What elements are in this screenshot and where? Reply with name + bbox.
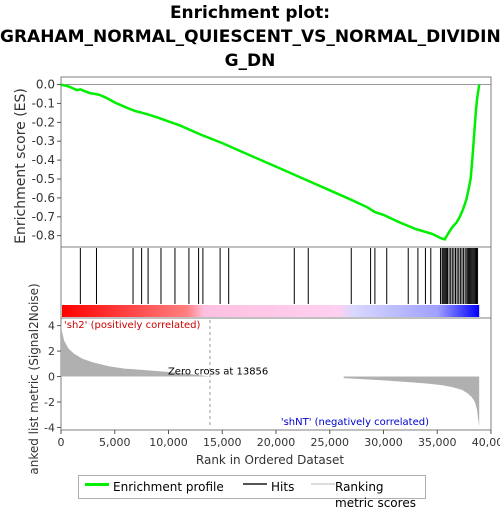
legend-enrichment-swatch [85, 483, 109, 486]
es-y-tick-label: 0.0 [36, 78, 55, 92]
x-tick-label: 0 [58, 436, 65, 449]
legend-hits-swatch [243, 483, 267, 485]
legend-hits-label: Hits [271, 480, 295, 494]
hits-panel [60, 246, 492, 319]
metric-y-tick-label: -2 [44, 396, 55, 409]
es-y-tick-label: -0.5 [32, 172, 55, 186]
es-y-tick-label: -0.2 [32, 115, 55, 129]
es-y-tick-label: -0.7 [32, 210, 55, 224]
es-y-tick-label: -0.6 [32, 191, 55, 205]
metric-y-tick-label: 4 [48, 320, 55, 333]
x-tick-label: 20,000 [257, 436, 296, 449]
es-y-tick-label: -0.1 [32, 96, 55, 110]
x-tick-label: 25,000 [311, 436, 350, 449]
x-tick-label: 5,000 [99, 436, 131, 449]
metric-y-axis-label: Ranked list metric (Signal2Noise) [27, 283, 41, 475]
x-tick-label: 15,000 [203, 436, 242, 449]
metric-y-tick-label: 2 [48, 345, 55, 358]
ranking-color-bar [62, 305, 480, 317]
x-tick-label: 35,000 [418, 436, 457, 449]
negative-correlation-label: 'shNT' (negatively correlated) [281, 417, 429, 428]
es-y-tick-label: -0.4 [32, 153, 55, 167]
zero-cross-label: Zero cross at 13856 [168, 367, 268, 378]
legend-enrichment-label: Enrichment profile [113, 480, 224, 494]
enrichment-profile-line [60, 83, 481, 241]
chart-title-line-1: Enrichment plot: [169, 3, 331, 23]
enrichment-plot: 0.0 -0.1 -0.2 -0.3 -0.4 -0.5 -0.6 -0.7 -0.8 Zero… [13, 76, 500, 475]
metric-y-tick-label: -4 [44, 421, 55, 434]
positive-correlation-label: 'sh2' (positively correlated) [64, 320, 201, 331]
es-y-tick-label: -0.3 [32, 134, 55, 148]
legend-metric-swatch [311, 483, 335, 485]
legend: Enrichment profile Hits Ranking metric s… [78, 475, 426, 510]
metric-y-tick-label: 0 [48, 371, 55, 384]
legend-metric-label: Ranking metric scores [335, 480, 416, 510]
es-y-tick-label: -0.8 [32, 229, 55, 243]
chart-title-line-3: G_DN [224, 51, 276, 71]
chart-title-line-2: GRAHAM_NORMAL_QUIESCENT_VS_NORMAL_DIVIDI… [0, 27, 500, 47]
metric-panel: Zero cross at 13856 'sh2' (positively cor… [44, 317, 500, 449]
x-axis-label: Rank in Ordered Dataset [196, 453, 344, 467]
x-tick-label: 40,000 [472, 436, 500, 449]
es-y-axis-label: Enrichment score (ES) [13, 88, 29, 244]
x-tick-label: 30,000 [364, 436, 403, 449]
x-tick-label: 10,000 [149, 436, 188, 449]
es-frame [60, 76, 492, 248]
es-panel: 0.0 -0.1 -0.2 -0.3 -0.4 -0.5 -0.6 -0.7 -0.8 [32, 76, 492, 248]
ranking-metric-area [61, 323, 480, 427]
